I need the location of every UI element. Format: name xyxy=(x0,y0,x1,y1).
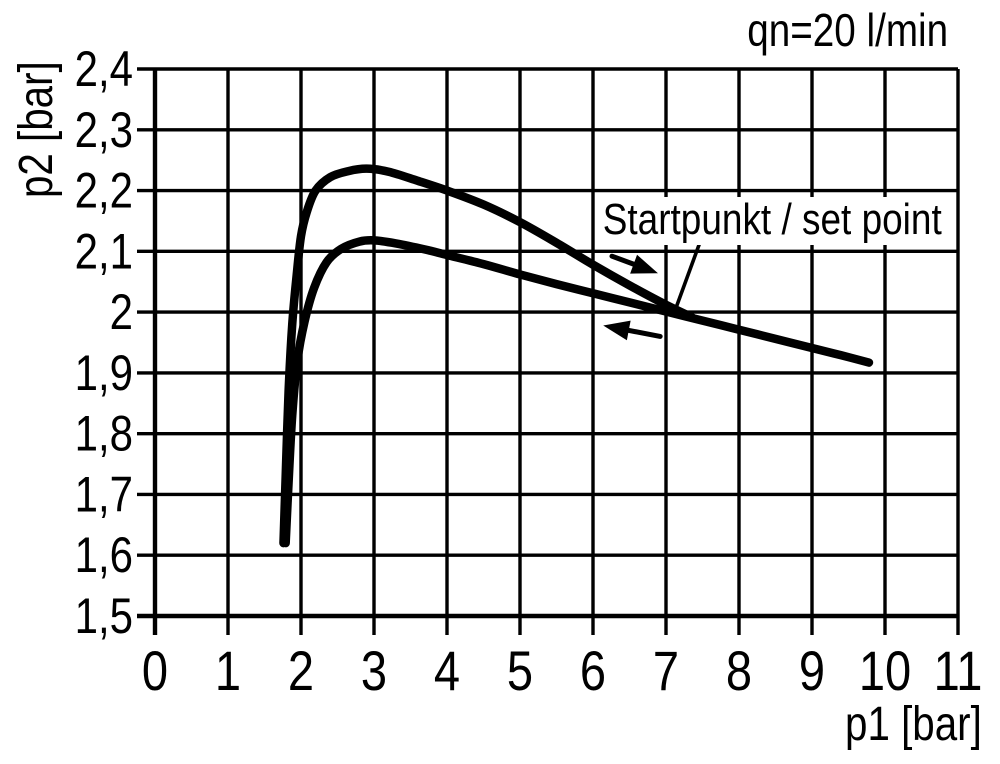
x-tick-label: 10 xyxy=(859,639,911,702)
x-tick-label: 7 xyxy=(653,639,679,702)
y-tick-label: 1,7 xyxy=(75,466,133,522)
y-tick-label: 1,8 xyxy=(75,405,133,461)
x-tick-label: 5 xyxy=(507,639,533,702)
y-axis-label: p2 [bar] xyxy=(10,61,63,198)
y-tick-label: 2,1 xyxy=(75,223,133,279)
y-tick-label: 2,4 xyxy=(75,41,133,97)
x-tick-label: 4 xyxy=(434,639,460,702)
direction-arrow-head-icon xyxy=(630,254,658,274)
curve-lower-branch xyxy=(281,236,874,548)
x-tick-label: 8 xyxy=(726,639,752,702)
x-tick-label: 0 xyxy=(142,639,168,702)
y-tick-label: 1,5 xyxy=(75,588,133,644)
chart-title: qn=20 l/min xyxy=(747,4,948,56)
x-axis-label: p1 [bar] xyxy=(845,698,982,751)
x-tick-label: 11 xyxy=(934,639,983,702)
curve-upper-branch xyxy=(279,164,696,548)
set-point-annotation: Startpunkt / set point xyxy=(596,196,949,246)
y-tick-label: 1,9 xyxy=(75,344,133,400)
set-point-leader-line xyxy=(674,236,704,308)
direction-arrow-head-icon xyxy=(603,320,631,341)
x-tick-label: 9 xyxy=(799,639,825,702)
x-tick-label: 1 xyxy=(215,639,241,702)
x-tick-label: 2 xyxy=(288,639,314,702)
y-tick-label: 2 xyxy=(110,284,133,340)
x-tick-label: 6 xyxy=(580,639,606,702)
y-tick-label: 2,2 xyxy=(75,162,133,218)
y-tick-label: 1,6 xyxy=(75,527,133,583)
y-tick-label: 2,3 xyxy=(75,101,133,157)
x-tick-label: 3 xyxy=(361,639,387,702)
